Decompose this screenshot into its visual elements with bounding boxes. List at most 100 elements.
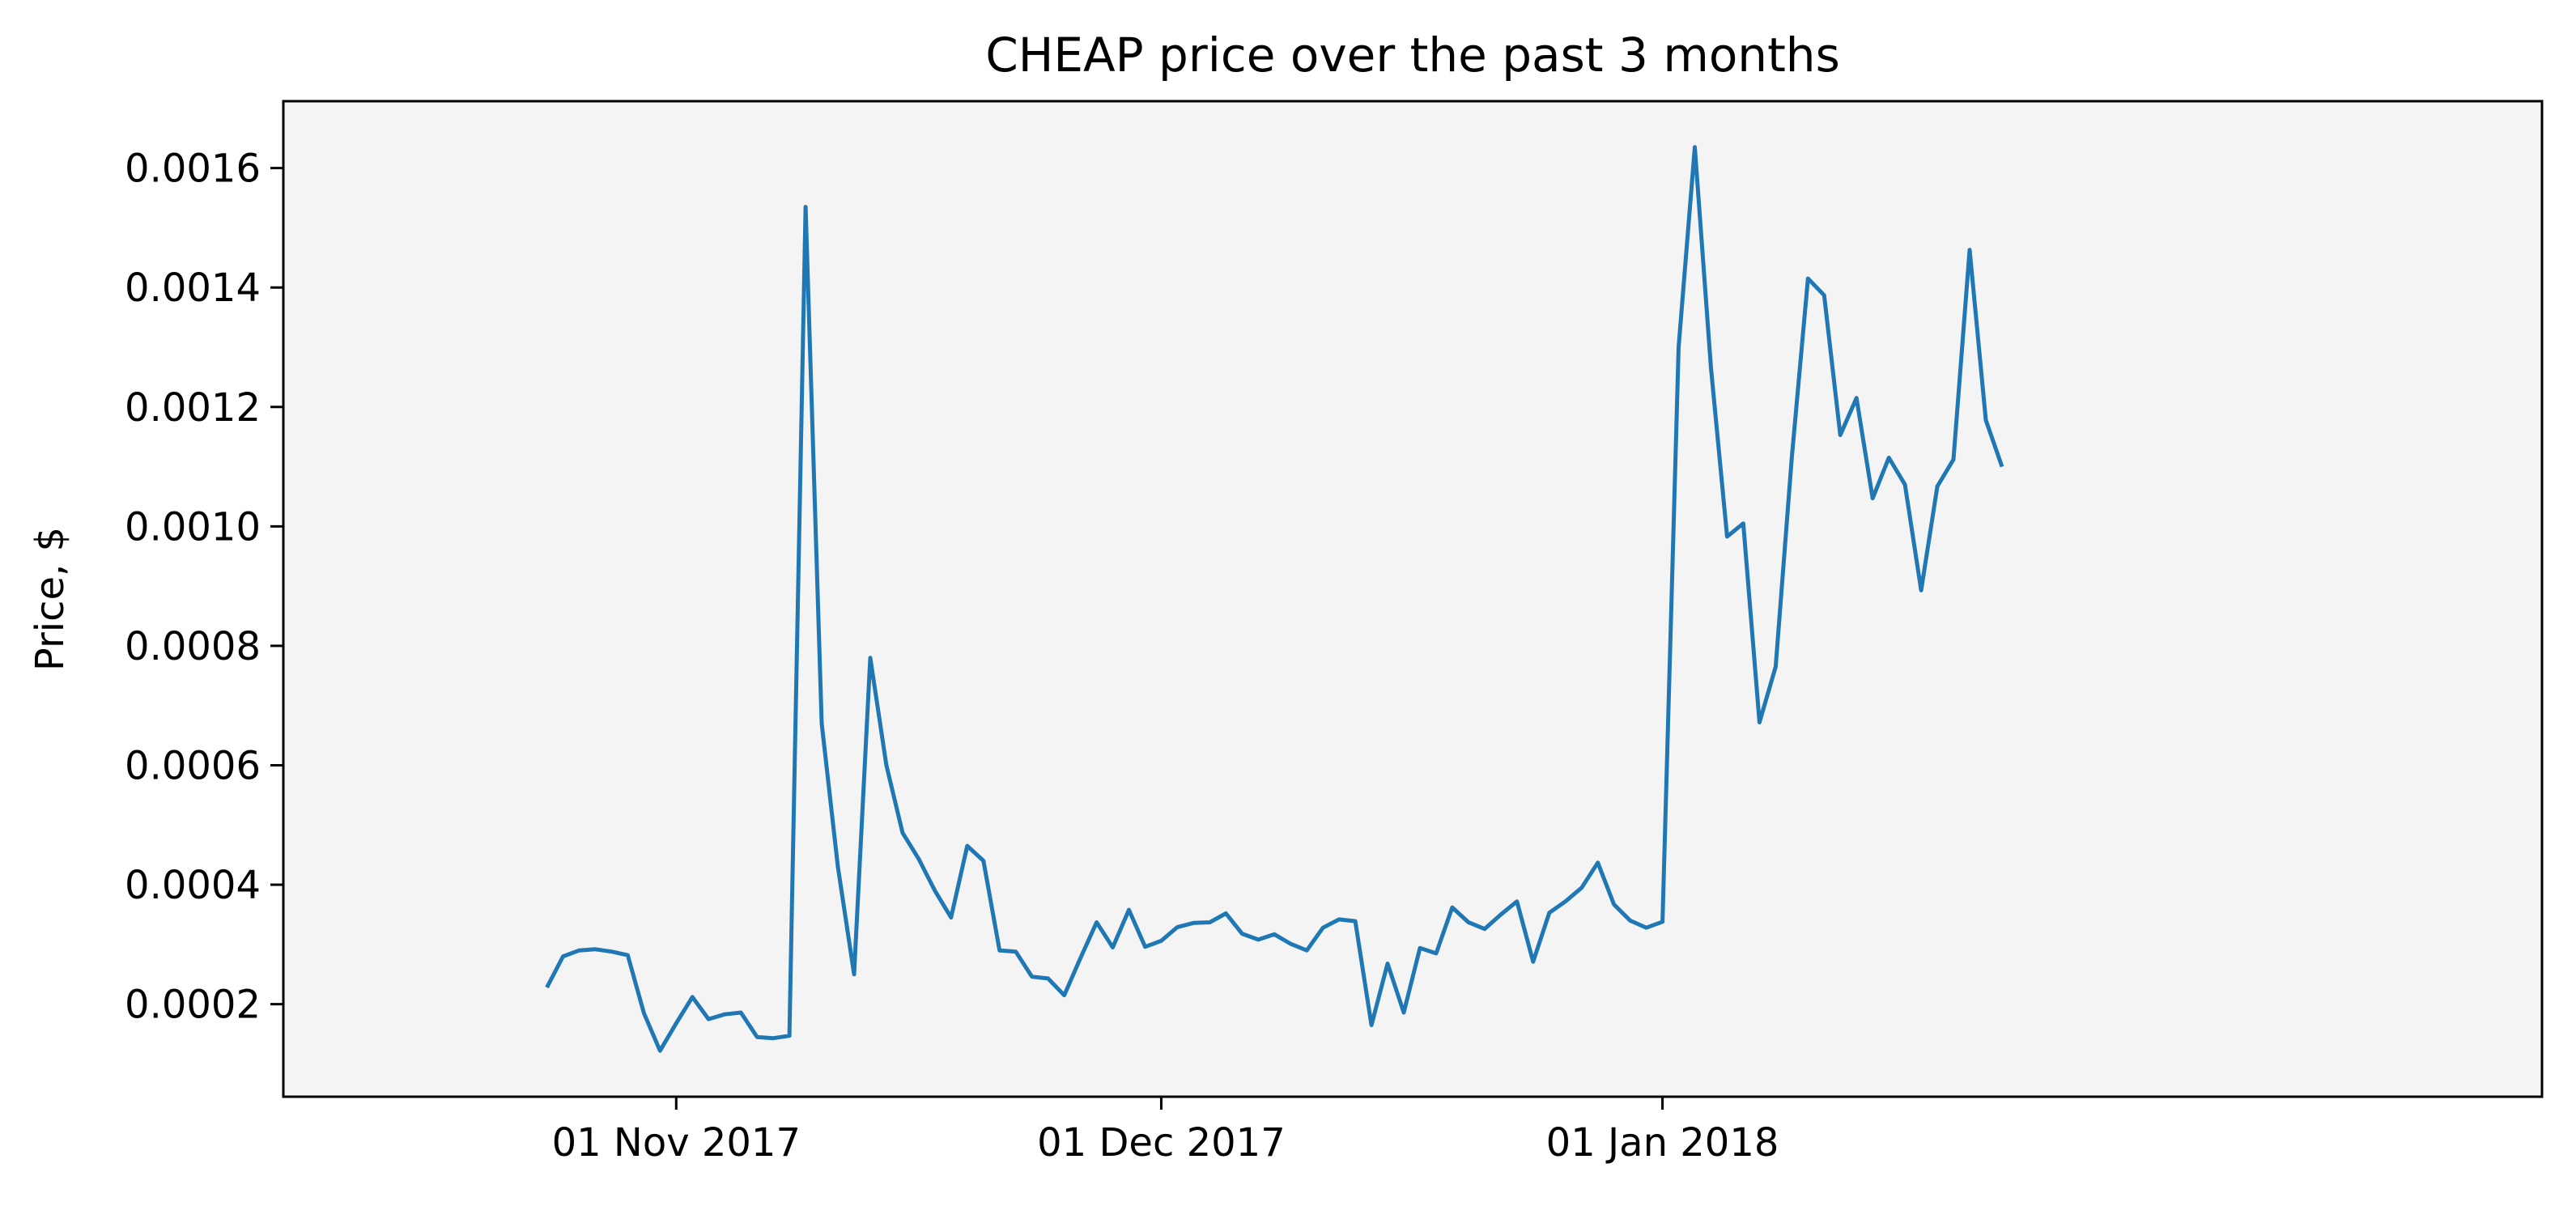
data-point: [755, 1034, 759, 1039]
data-point: [1870, 496, 1875, 501]
data-point: [2000, 465, 2004, 469]
y-tick-label: 0.0002: [125, 983, 261, 1028]
data-point: [657, 1048, 662, 1053]
data-point: [1838, 432, 1843, 437]
data-point: [1789, 455, 1794, 460]
data-point: [819, 721, 824, 726]
data-point: [1337, 917, 1341, 922]
data-point: [1385, 961, 1390, 966]
data-point: [1223, 911, 1228, 915]
y-tick-label: 0.0014: [125, 265, 261, 311]
series-line-cheap: [545, 145, 2004, 1053]
data-point: [1175, 924, 1180, 929]
data-point: [1434, 951, 1439, 956]
x-tick-label: 01 Jan 2018: [1546, 1120, 1779, 1166]
data-point: [965, 843, 970, 848]
data-point: [1304, 948, 1309, 953]
data-point: [1628, 918, 1633, 923]
data-point: [1531, 959, 1536, 964]
data-point: [738, 1010, 743, 1015]
data-point: [706, 1017, 711, 1021]
data-point: [1418, 945, 1422, 950]
data-point: [1239, 932, 1244, 936]
data-point: [1757, 720, 1762, 724]
data-point: [1078, 956, 1083, 961]
data-point: [981, 859, 986, 864]
data-point: [625, 953, 630, 958]
data-point: [1821, 293, 1826, 298]
data-point: [1191, 920, 1196, 925]
data-point: [1967, 248, 1972, 253]
data-point: [1401, 1010, 1406, 1015]
data-point: [561, 954, 566, 959]
data-point: [674, 1021, 678, 1026]
data-point: [1466, 920, 1471, 925]
data-point: [997, 948, 1002, 953]
data-point: [1660, 919, 1665, 924]
data-point: [1886, 455, 1891, 460]
data-point: [1062, 993, 1067, 998]
data-point: [868, 656, 873, 660]
data-point: [1272, 932, 1277, 936]
data-point: [1644, 925, 1649, 930]
data-point: [835, 864, 840, 869]
data-point: [1014, 949, 1018, 954]
data-point: [1741, 521, 1745, 526]
data-point: [641, 1011, 646, 1016]
plot-area: [283, 101, 2542, 1097]
data-point: [722, 1012, 727, 1017]
data-point: [771, 1036, 776, 1041]
data-point: [852, 972, 857, 977]
data-point: [1320, 925, 1325, 930]
data-point: [1902, 482, 1907, 487]
data-point: [1158, 938, 1163, 943]
data-point: [949, 915, 954, 920]
data-point: [1256, 937, 1260, 942]
data-point: [1288, 941, 1293, 946]
x-axis: 01 Nov 2017 01 Dec 2017 01 Jan 2018: [552, 1097, 1779, 1166]
data-point: [1030, 975, 1035, 979]
plot-frame: [282, 100, 2544, 1098]
y-tick-label: 0.0006: [125, 743, 261, 788]
data-point: [1805, 276, 1810, 281]
data-point: [803, 205, 808, 210]
data-point: [1935, 484, 1940, 489]
data-point: [1515, 899, 1520, 904]
data-point: [1142, 945, 1147, 949]
data-point: [545, 985, 550, 990]
data-point: [1693, 145, 1698, 150]
data-point: [1207, 920, 1212, 925]
data-point: [1919, 588, 1923, 592]
y-tick-label: 0.0004: [125, 863, 261, 908]
y-tick-label: 0.0016: [125, 147, 261, 192]
data-point: [1482, 927, 1487, 932]
data-point: [576, 948, 581, 953]
data-point: [1724, 534, 1729, 539]
y-tick-label: 0.0012: [125, 385, 261, 431]
data-point: [1046, 976, 1051, 981]
data-point: [1369, 1022, 1374, 1027]
data-point: [884, 762, 889, 767]
data-point: [916, 856, 921, 861]
data-point: [933, 888, 937, 893]
data-point: [1450, 905, 1455, 910]
data-point: [1353, 919, 1358, 924]
data-point: [1708, 366, 1713, 371]
data-point: [1854, 396, 1859, 401]
data-point: [1951, 457, 1956, 462]
data-point: [900, 830, 905, 835]
data-point: [690, 995, 695, 1000]
data-point: [1612, 902, 1617, 907]
data-point: [609, 949, 614, 954]
data-point: [1579, 885, 1584, 890]
data-point: [787, 1034, 792, 1038]
data-point: [1596, 860, 1600, 865]
data-point: [1127, 907, 1132, 912]
x-tick-label: 01 Dec 2017: [1037, 1120, 1286, 1166]
y-tick-label: 0.0008: [125, 624, 261, 669]
data-point: [1773, 665, 1778, 669]
data-point: [593, 947, 597, 952]
data-point: [1677, 345, 1681, 350]
data-point: [1095, 920, 1099, 925]
